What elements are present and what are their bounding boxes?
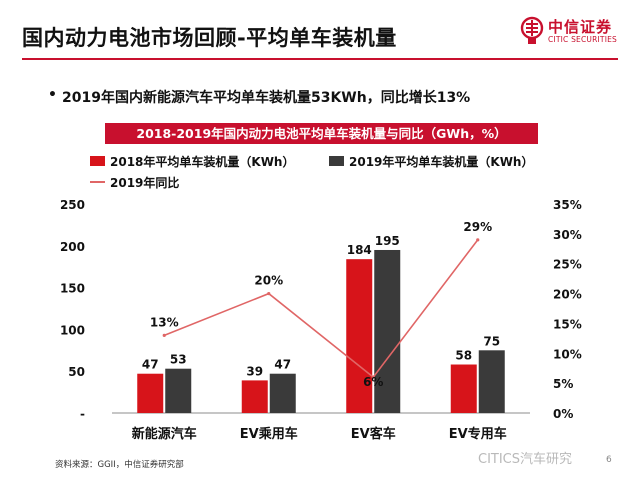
- x-category-label: 新能源汽车: [132, 426, 197, 442]
- x-category-label: EV乘用车: [240, 426, 298, 442]
- bar-2018: [346, 259, 373, 413]
- logo-name-en: CITIC SECURITIES: [548, 35, 618, 44]
- bar-value-label: 75: [483, 334, 500, 348]
- yoy-point: [162, 333, 166, 337]
- x-category-label: EV客车: [351, 426, 396, 442]
- y-right-tick-label: 0%: [553, 407, 573, 421]
- y-right-tick-label: 20%: [553, 288, 582, 302]
- yoy-value-label: 6%: [363, 375, 383, 389]
- legend-label-2019: 2019年平均单车装机量（KWh）: [349, 154, 533, 169]
- y-right-tick-label: 10%: [553, 347, 582, 361]
- bar-value-label: 184: [347, 243, 372, 257]
- bullet-dot: •: [48, 87, 57, 103]
- bar-2019: [478, 350, 505, 413]
- logo-name-cn: 中信证券: [548, 18, 613, 36]
- y-right-tick-label: 5%: [553, 377, 573, 391]
- y-right-tick-label: 15%: [553, 317, 582, 331]
- yoy-point: [476, 238, 480, 242]
- x-category-label: EV专用车: [449, 426, 507, 442]
- logo-mark-icon: [520, 16, 544, 44]
- y-left-tick-label: 50: [68, 365, 85, 379]
- bar-value-label: 53: [170, 353, 187, 367]
- legend-swatch-2018: [90, 156, 105, 166]
- yoy-line: [163, 239, 479, 379]
- legend-label-2018: 2018年平均单车装机量（KWh）: [110, 154, 294, 169]
- yoy-value-label: 20%: [254, 274, 283, 288]
- source-note: 资料来源：GGII，中信证券研究部: [55, 460, 184, 470]
- y-left-tick-label: -: [80, 407, 85, 421]
- bar-value-label: 47: [274, 358, 291, 372]
- bar-2018: [241, 380, 268, 413]
- bar-value-label: 195: [375, 234, 400, 248]
- chart-title-banner: 2018-2019年国内动力电池平均单车装机量与同比（GWh，%）: [105, 123, 538, 144]
- yoy-value-label: 13%: [150, 315, 179, 329]
- y-right-tick-label: 30%: [553, 228, 582, 242]
- bar-value-label: 58: [455, 349, 472, 363]
- bar-2019: [269, 373, 296, 413]
- summary-bullet: • 2019年国内新能源汽车平均单车装机量53KWh，同比增长13%: [48, 87, 471, 107]
- y-left-tick-label: 150: [60, 282, 85, 296]
- summary-bullet-text: 2019年国内新能源汽车平均单车装机量53KWh，同比增长13%: [62, 90, 471, 106]
- bar-2018: [137, 373, 164, 413]
- bar-2018: [450, 364, 477, 413]
- bar-2019: [165, 368, 192, 413]
- yoy-point: [267, 291, 271, 296]
- y-left-tick-label: 250: [60, 198, 85, 212]
- bar-value-label: 47: [142, 358, 159, 372]
- yoy-value-label: 29%: [463, 220, 492, 234]
- legend-swatch-2019: [329, 156, 344, 166]
- yoy-point: [371, 375, 375, 379]
- watermark: CITICS汽车研究: [478, 452, 573, 467]
- page-number: 6: [606, 455, 612, 465]
- y-right-tick-label: 25%: [553, 258, 582, 272]
- slide-title: 国内动力电池市场回顾-平均单车装机量: [22, 26, 397, 50]
- legend-label-yoy: 2019年同比: [110, 175, 179, 190]
- company-logo: 中信证券 CITIC SECURITIES: [520, 14, 632, 52]
- bar-2019: [374, 249, 401, 413]
- y-left-tick-label: 100: [60, 323, 85, 337]
- y-left-tick-label: 200: [60, 240, 85, 254]
- title-divider: [22, 58, 618, 60]
- y-right-tick-label: 35%: [553, 198, 582, 212]
- bar-value-label: 39: [246, 364, 263, 378]
